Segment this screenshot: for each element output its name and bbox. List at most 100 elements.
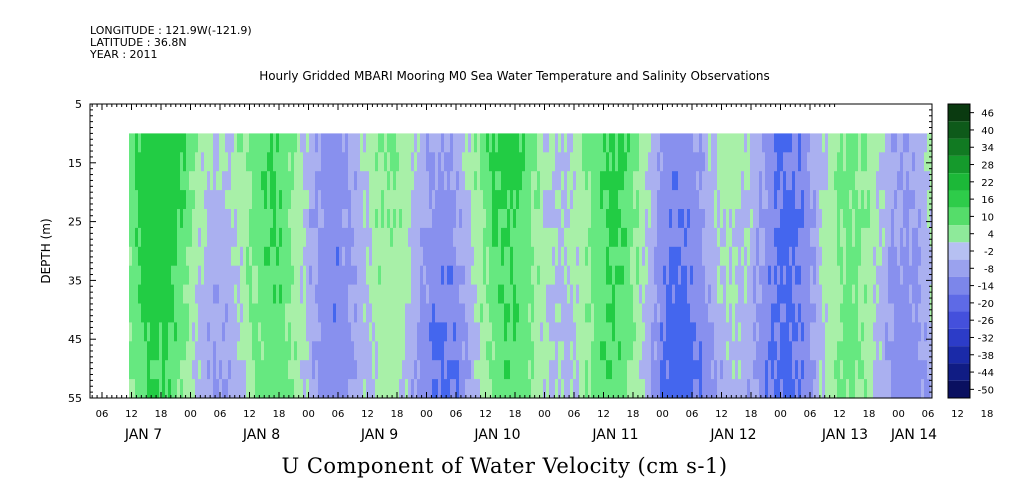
heatmap-cell — [519, 227, 522, 248]
heatmap-cell — [504, 227, 507, 248]
heatmap-cell — [633, 265, 636, 286]
heatmap-cell — [468, 227, 471, 248]
heatmap-cell — [309, 152, 312, 172]
heatmap-cell — [576, 209, 579, 229]
heatmap-cell — [831, 171, 834, 191]
x-hour-label: 06 — [686, 409, 699, 420]
heatmap-cell — [726, 227, 729, 248]
heatmap-cell — [546, 303, 549, 323]
colorbar-label: 46 — [981, 109, 994, 120]
heatmap-cell — [765, 322, 768, 342]
heatmap-cell — [174, 322, 177, 342]
heatmap-cell — [321, 171, 324, 191]
heatmap-cell — [705, 152, 708, 172]
heatmap-cell — [363, 227, 366, 248]
heatmap-cell — [645, 284, 648, 305]
x-day-label: JAN 11 — [591, 427, 638, 443]
heatmap-cell — [510, 322, 513, 342]
heatmap-cell — [129, 341, 132, 361]
heatmap-cell — [531, 152, 534, 172]
heatmap-cell — [882, 133, 885, 153]
heatmap-cell — [687, 341, 690, 361]
heatmap-cell — [843, 303, 846, 323]
heatmap-cell — [162, 360, 165, 380]
heatmap-cell — [243, 284, 246, 305]
heatmap-cell — [135, 341, 138, 361]
heatmap-cell — [564, 171, 567, 191]
heatmap-cell — [690, 171, 693, 191]
heatmap-cell — [462, 360, 465, 380]
heatmap-cell — [396, 190, 399, 210]
heatmap-cell — [306, 341, 309, 361]
heatmap-cell — [579, 133, 582, 153]
heatmap-cell — [576, 284, 579, 305]
heatmap-cell — [315, 341, 318, 361]
heatmap-cell — [804, 171, 807, 191]
heatmap-cell — [753, 209, 756, 229]
heatmap-cell — [786, 190, 789, 210]
heatmap-cell — [291, 190, 294, 210]
heatmap-cell — [573, 246, 576, 267]
heatmap-cell — [228, 284, 231, 305]
heatmap-cell — [423, 284, 426, 305]
heatmap-cell — [798, 246, 801, 267]
heatmap-cell — [552, 341, 555, 361]
heatmap-cell — [747, 133, 750, 153]
heatmap-cell — [813, 152, 816, 172]
heatmap-cell — [129, 379, 132, 399]
heatmap-cell — [828, 265, 831, 286]
heatmap-cell — [495, 265, 498, 286]
heatmap-cell — [330, 152, 333, 172]
heatmap-cell — [639, 265, 642, 286]
heatmap-cell — [237, 190, 240, 210]
heatmap-cell — [624, 360, 627, 380]
heatmap-cell — [606, 209, 609, 229]
heatmap-cell — [870, 341, 873, 361]
heatmap-cell — [531, 133, 534, 153]
heatmap-cell — [726, 341, 729, 361]
heatmap-cell — [273, 152, 276, 172]
heatmap-cell — [390, 303, 393, 323]
heatmap-cell — [483, 227, 486, 248]
heatmap-cell — [495, 133, 498, 153]
heatmap-cell — [918, 265, 921, 286]
heatmap-cell — [870, 360, 873, 380]
heatmap-cell — [771, 284, 774, 305]
heatmap-cell — [783, 322, 786, 342]
heatmap-cell — [630, 341, 633, 361]
heatmap-cell — [855, 341, 858, 361]
heatmap-cell — [186, 171, 189, 191]
heatmap-cell — [885, 284, 888, 305]
heatmap-cell — [381, 171, 384, 191]
heatmap-cell — [513, 152, 516, 172]
heatmap-cell — [411, 209, 414, 229]
heatmap-cell — [708, 227, 711, 248]
heatmap-cell — [318, 227, 321, 248]
heatmap-cell — [282, 133, 285, 153]
heatmap-cell — [189, 360, 192, 380]
heatmap-cell — [600, 227, 603, 248]
heatmap-cell — [273, 209, 276, 229]
heatmap-cell — [828, 379, 831, 399]
heatmap-cell — [618, 341, 621, 361]
heatmap-cell — [255, 265, 258, 286]
heatmap-cell — [924, 303, 927, 323]
heatmap-cell — [402, 246, 405, 267]
heatmap-cell — [294, 284, 297, 305]
heatmap-cell — [735, 152, 738, 172]
heatmap-cell — [762, 341, 765, 361]
heatmap-cell — [594, 360, 597, 380]
heatmap-cell — [807, 171, 810, 191]
heatmap-cell — [840, 246, 843, 267]
heatmap-cell — [849, 152, 852, 172]
heatmap-cell — [573, 322, 576, 342]
heatmap-cell — [249, 322, 252, 342]
heatmap-cell — [690, 209, 693, 229]
heatmap-cell — [174, 341, 177, 361]
heatmap-cell — [570, 246, 573, 267]
heatmap-cell — [837, 341, 840, 361]
heatmap-cell — [891, 190, 894, 210]
heatmap-cell — [636, 341, 639, 361]
heatmap-cell — [504, 246, 507, 267]
heatmap-cell — [663, 152, 666, 172]
